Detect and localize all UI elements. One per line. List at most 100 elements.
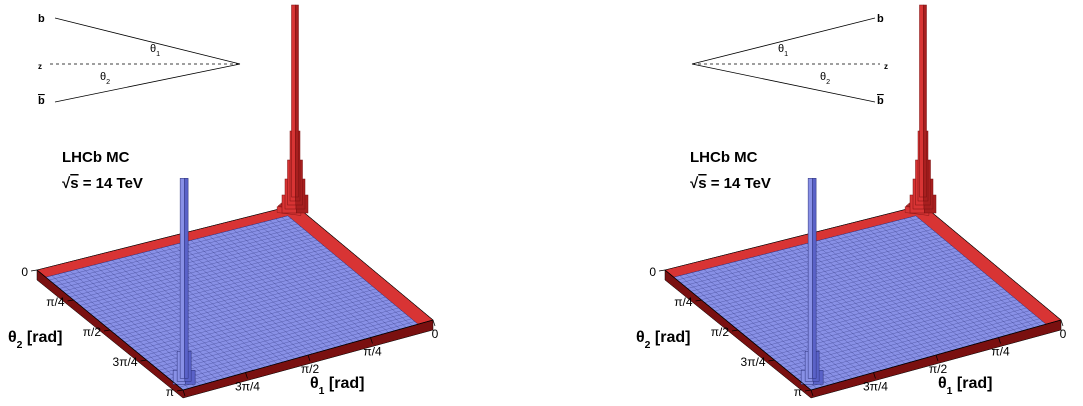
grid-line bbox=[807, 321, 1043, 388]
red-peak-bar bbox=[291, 4, 296, 198]
grid-line bbox=[709, 267, 847, 381]
blue-peak bbox=[800, 178, 824, 385]
x-axis-title-unit: [rad] bbox=[324, 375, 364, 392]
y-axis-title-text: θ2 [rad] bbox=[636, 329, 690, 351]
grid-line bbox=[679, 275, 817, 389]
b-line bbox=[691, 17, 876, 65]
red-peak-bar-side bbox=[295, 4, 299, 198]
x-tick bbox=[1060, 319, 1064, 327]
floor-surface-blue bbox=[45, 215, 419, 391]
y-axis-title-text: θ2 [rad] bbox=[8, 329, 62, 351]
grid-line bbox=[764, 254, 900, 366]
subtitle-s: s bbox=[698, 175, 706, 192]
bbar-label: b bbox=[877, 95, 884, 107]
x-tick bbox=[998, 337, 1001, 344]
y-axis-title: θ2 [rad] bbox=[8, 329, 62, 351]
grid-line bbox=[94, 264, 231, 377]
subtitle-root: √ bbox=[62, 175, 71, 192]
grid-line bbox=[154, 249, 289, 361]
grid-line bbox=[734, 261, 870, 374]
grid-line bbox=[800, 315, 1037, 382]
y-tick-label: π/2 bbox=[711, 325, 730, 339]
grid-line bbox=[130, 255, 266, 368]
grid-line bbox=[138, 288, 376, 354]
theta1-angle-label: θ1 bbox=[778, 43, 788, 58]
grid-line bbox=[51, 275, 189, 389]
theta2-angle-label-sym: θ bbox=[100, 71, 106, 83]
y-tick-label: 0 bbox=[21, 265, 28, 279]
y-tick-label: π/2 bbox=[83, 325, 102, 339]
grid-line bbox=[770, 252, 906, 364]
x-axis-title-text: θ1 [rad] bbox=[310, 375, 364, 397]
x-tick-label: π bbox=[809, 397, 817, 401]
subtitle-rest: = 14 TeV bbox=[79, 175, 143, 192]
floor-grid bbox=[49, 217, 415, 389]
y-tick-label: π bbox=[166, 385, 174, 399]
y-axis-title: θ2 [rad] bbox=[636, 329, 690, 351]
grid-line bbox=[172, 315, 409, 382]
red-peak-bar-side bbox=[923, 4, 927, 198]
x-axis-title-sub: 1 bbox=[319, 386, 325, 397]
chart-title: LHCb MC bbox=[690, 149, 758, 166]
b-line bbox=[54, 17, 241, 65]
x-tick-label: π/4 bbox=[363, 345, 382, 359]
grid-line bbox=[169, 313, 406, 379]
grid-line bbox=[165, 310, 402, 377]
grid-line bbox=[756, 280, 994, 346]
grid-line bbox=[766, 288, 1004, 354]
y-tick-label: π bbox=[794, 385, 802, 399]
grid-line bbox=[81, 267, 219, 381]
grid-line bbox=[158, 305, 396, 371]
y-tick bbox=[67, 299, 74, 302]
grid-line bbox=[106, 261, 242, 374]
grid-line bbox=[782, 249, 917, 361]
blue-peak-bar-side bbox=[812, 178, 817, 379]
bbar-line bbox=[54, 63, 241, 103]
theta1-angle-label-sub: 1 bbox=[156, 50, 160, 58]
y-axis-title-unit: [rad] bbox=[22, 329, 62, 346]
x-tick bbox=[370, 337, 373, 344]
y-tick-label: 0 bbox=[649, 265, 656, 279]
red-peak bbox=[281, 4, 309, 214]
grid-line bbox=[758, 255, 894, 368]
grid-line bbox=[786, 305, 1024, 371]
z-label: z bbox=[38, 62, 42, 71]
y-tick bbox=[804, 389, 812, 392]
chart-title: LHCb MC bbox=[62, 149, 130, 166]
theta1-angle-label: θ1 bbox=[150, 43, 160, 58]
x-tick-label: π bbox=[181, 397, 189, 401]
y-tick-label: π/4 bbox=[46, 295, 65, 309]
y-axis-title-sym: θ bbox=[636, 329, 645, 346]
x-axis-title-text: θ1 [rad] bbox=[938, 375, 992, 397]
grid-line bbox=[752, 277, 991, 343]
grid-line bbox=[749, 275, 988, 340]
theta1-angle-label-sym: θ bbox=[150, 43, 156, 55]
chart-subtitle: √s = 14 TeV bbox=[690, 175, 771, 192]
grid-line bbox=[121, 275, 360, 340]
grid-line bbox=[152, 299, 389, 365]
grid-line bbox=[179, 321, 415, 388]
b-label: b bbox=[38, 13, 45, 25]
grid-line bbox=[776, 250, 911, 363]
subtitle-root: √ bbox=[690, 175, 699, 192]
red-peak bbox=[909, 4, 937, 214]
grid-line bbox=[780, 299, 1017, 365]
grid-line bbox=[134, 286, 373, 351]
y-tick bbox=[30, 269, 38, 272]
blue-peak bbox=[172, 178, 196, 385]
bbar-line bbox=[691, 63, 876, 103]
theta1-angle-label-text: θ1 bbox=[778, 43, 788, 58]
grid-line bbox=[759, 283, 998, 348]
grid-line bbox=[142, 252, 278, 364]
theta2-angle-label: θ2 bbox=[100, 71, 110, 86]
x-tick bbox=[810, 389, 814, 397]
x-tick bbox=[935, 354, 939, 362]
grid-line bbox=[114, 269, 353, 334]
blue-peak-bar-side bbox=[184, 178, 189, 379]
grid-line bbox=[685, 273, 823, 387]
y-tick bbox=[176, 389, 184, 392]
